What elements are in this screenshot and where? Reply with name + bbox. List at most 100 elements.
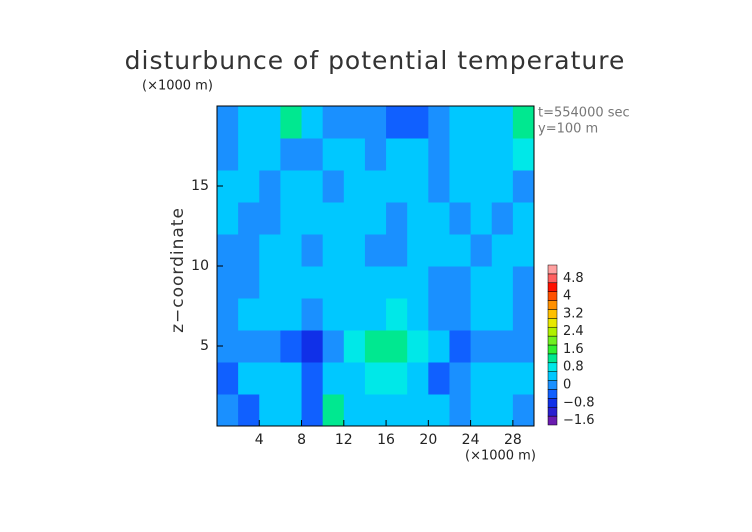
- cell: [364, 298, 387, 331]
- colorbar-label: 2.4: [563, 324, 584, 339]
- colorbar-box: [547, 264, 558, 275]
- cell: [470, 394, 493, 427]
- cell: [428, 170, 450, 203]
- cell: [491, 394, 514, 427]
- cell: [449, 298, 472, 331]
- colorbar-box: [547, 389, 558, 399]
- cell: [259, 362, 281, 395]
- colorbar-box: [547, 380, 558, 390]
- cell: [280, 394, 303, 427]
- cell: [343, 202, 366, 235]
- cell: [512, 266, 535, 299]
- cell: [449, 266, 472, 299]
- colorbar-box: [547, 353, 558, 364]
- cell: [259, 330, 281, 363]
- cell: [512, 138, 535, 171]
- cell: [470, 202, 493, 235]
- cell: [364, 266, 387, 299]
- cell: [449, 170, 472, 203]
- cell: [407, 362, 429, 395]
- cell: [238, 298, 260, 331]
- cell: [449, 394, 472, 427]
- cell: [491, 266, 514, 299]
- cell: [322, 234, 345, 267]
- y-tick-label: 15: [191, 178, 209, 194]
- cell: [322, 202, 345, 235]
- x-tick-label: 12: [335, 432, 353, 448]
- cell: [343, 234, 366, 267]
- y-unit: (×1000 m): [142, 79, 213, 94]
- cell: [301, 394, 324, 427]
- colorbar-box: [547, 335, 558, 346]
- cell: [491, 106, 514, 139]
- colorbar-box: [547, 318, 558, 328]
- cell: [428, 202, 450, 235]
- cell: [470, 138, 493, 171]
- cell: [470, 266, 493, 299]
- colorbar-label: 4.8: [563, 271, 584, 286]
- cell: [301, 234, 324, 267]
- cell: [238, 234, 260, 267]
- cell: [407, 170, 429, 203]
- colorbar-label: 3.2: [563, 306, 584, 321]
- cell: [343, 298, 366, 331]
- cell: [280, 138, 303, 171]
- cell: [322, 266, 345, 299]
- cell: [386, 394, 408, 427]
- cell: [386, 138, 408, 171]
- colorbar-label: 0: [563, 378, 571, 393]
- cell: [217, 394, 239, 427]
- cell: [301, 138, 324, 171]
- annotation: t=554000 sec: [538, 106, 630, 121]
- cell: [238, 202, 260, 235]
- colorbar-box: [547, 273, 558, 284]
- cell: [386, 106, 408, 139]
- cell: [259, 138, 281, 171]
- cell: [217, 138, 239, 171]
- cell: [301, 298, 324, 331]
- cell: [491, 298, 514, 331]
- cell: [512, 234, 535, 267]
- cell: [491, 138, 514, 171]
- x-tick-label: 16: [377, 432, 395, 448]
- cell: [470, 170, 493, 203]
- cell: [364, 330, 387, 363]
- cell: [259, 170, 281, 203]
- cell: [407, 330, 429, 363]
- cell: [428, 234, 450, 267]
- colorbar-label: 0.8: [563, 360, 584, 375]
- cell: [386, 266, 408, 299]
- y-axis-label: z−coordinate: [168, 207, 188, 333]
- x-tick-label: 20: [419, 432, 437, 448]
- cell: [217, 106, 239, 139]
- cell: [217, 330, 239, 363]
- cell: [259, 202, 281, 235]
- colorbar-box: [547, 309, 558, 319]
- cell: [238, 266, 260, 299]
- cell: [491, 234, 514, 267]
- cell: [428, 394, 450, 427]
- cell: [280, 298, 303, 331]
- cell: [364, 106, 387, 139]
- cell: [343, 138, 366, 171]
- annotation: y=100 m: [538, 122, 598, 137]
- cell: [491, 330, 514, 363]
- cell: [470, 298, 493, 331]
- colorbar-box: [547, 282, 558, 292]
- cell: [301, 266, 324, 299]
- cell: [322, 138, 345, 171]
- cell: [280, 362, 303, 395]
- cell: [259, 234, 281, 267]
- cell: [343, 170, 366, 203]
- colorbar-box: [547, 300, 558, 310]
- cell: [301, 170, 324, 203]
- cell: [386, 298, 408, 331]
- cell: [364, 138, 387, 171]
- cell: [238, 106, 260, 139]
- cell: [386, 362, 408, 395]
- cell: [491, 362, 514, 395]
- cell: [428, 266, 450, 299]
- cell: [217, 202, 239, 235]
- cell: [386, 330, 408, 363]
- cell: [386, 170, 408, 203]
